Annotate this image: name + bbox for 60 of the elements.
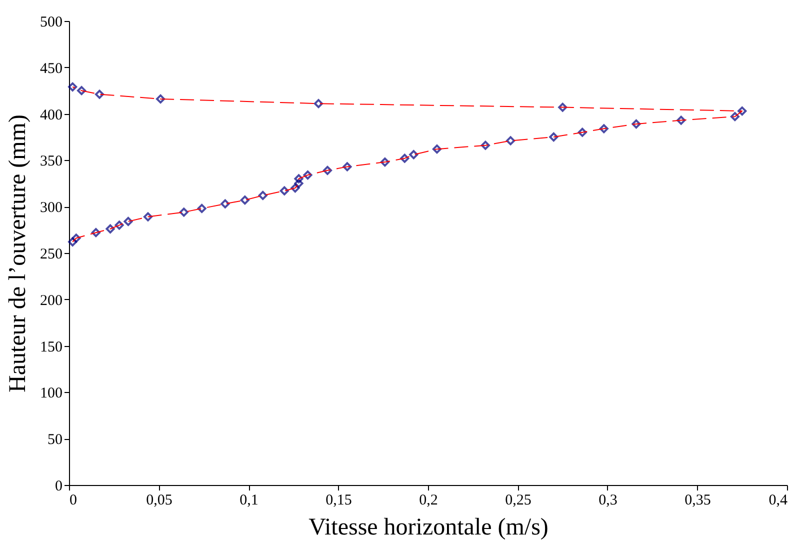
point [156,94,166,104]
y-axis-title: Hauteur de l’ouverture (mm) [5,114,31,392]
point [599,124,608,134]
x-tick-label: 0,2 [419,492,438,508]
point [294,174,304,184]
y-tick-label: 200 [40,292,62,309]
point [106,224,115,234]
y-tick-label: 0 [55,478,62,494]
point [240,196,250,205]
x-tick-label: 0,4 [768,492,788,508]
point [91,228,100,238]
point [303,170,312,180]
x-tick-label: 0,35 [684,492,711,508]
y-tick-label: 50 [48,432,62,448]
point [578,128,587,137]
point [676,116,686,125]
x-tick-label: 0,1 [240,492,258,508]
y-tick-label: 100 [40,386,62,402]
point [342,162,352,172]
point [380,158,390,167]
x-tick-label: 0,3 [598,492,618,508]
x-axis-title: Vitesse horizontale (m/s) [308,514,548,540]
point [730,112,740,122]
point [258,190,268,200]
point [94,90,104,99]
point [280,186,289,196]
point [480,140,490,150]
x-tick-label: 0 [70,492,77,508]
point [143,212,153,222]
point [558,102,568,112]
y-tick-label: 350 [40,154,62,170]
point [294,178,304,188]
point [409,150,418,160]
point [322,166,332,175]
point [549,132,558,142]
y-tick-label: 500 [40,14,62,30]
point [179,208,188,217]
point [220,199,230,208]
x-tick-label: 0,25 [505,492,532,508]
point [68,237,78,246]
point [738,106,747,116]
point [68,82,78,92]
point [632,119,641,129]
x-tick-label: 0,15 [326,492,352,508]
x-tick-label: 0,05 [146,492,172,508]
y-tick-label: 450 [40,60,62,77]
y-tick-label: 400 [40,107,62,124]
point [432,144,442,154]
y-tick-label: 300 [40,200,62,216]
point [124,216,133,226]
y-tick-label: 150 [40,339,62,356]
point [197,204,206,213]
point [72,234,81,243]
point [314,99,324,108]
point [290,184,300,193]
point [506,136,516,146]
point [114,220,124,230]
point [400,154,410,163]
y-tick-label: 250 [40,246,62,262]
point [77,86,86,96]
